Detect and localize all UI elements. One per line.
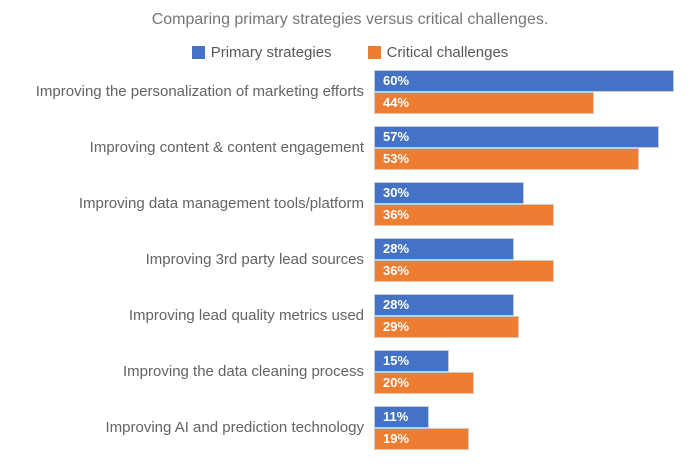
primary-strategies-value-label: 11% bbox=[383, 409, 409, 424]
primary-strategies-value-label: 28% bbox=[383, 297, 410, 312]
legend-label: Critical challenges bbox=[386, 43, 509, 61]
primary-strategies-value-label: 60% bbox=[383, 73, 410, 88]
legend-item-critical-challenges: Critical challenges bbox=[367, 43, 509, 61]
category-bars: 30% 36% bbox=[374, 182, 700, 226]
category-bars: 15% 20% bbox=[374, 350, 700, 394]
critical-challenges-value-label: 19% bbox=[383, 431, 410, 446]
category-label: Improving data management tools/platform bbox=[78, 195, 364, 212]
primary-strategies-value-label: 57% bbox=[383, 129, 410, 144]
category-row: Improving the data cleaning process 15% … bbox=[0, 350, 700, 394]
primary-strategies-bar: 57% bbox=[374, 126, 659, 148]
primary-strategies-value-label: 30% bbox=[383, 185, 410, 200]
critical-challenges-value-label: 29% bbox=[383, 319, 410, 334]
critical-challenges-value-label: 20% bbox=[383, 375, 410, 390]
category-label: Improving the personalization of marketi… bbox=[35, 83, 364, 100]
critical-challenges-bar: 53% bbox=[374, 148, 639, 170]
category-label: Improving 3rd party lead sources bbox=[145, 251, 364, 268]
critical-challenges-bar: 36% bbox=[374, 204, 554, 226]
critical-challenges-bar: 29% bbox=[374, 316, 519, 338]
critical-challenges-bar: 44% bbox=[374, 92, 594, 114]
category-row: Improving the personalization of marketi… bbox=[0, 70, 700, 114]
legend-swatch-orange bbox=[367, 45, 381, 59]
legend-swatch-blue bbox=[191, 45, 205, 59]
critical-challenges-bar: 36% bbox=[374, 260, 554, 282]
category-row: Improving content & content engagement 5… bbox=[0, 126, 700, 170]
primary-strategies-bar: 11% bbox=[374, 406, 429, 428]
legend-item-primary-strategies: Primary strategies bbox=[191, 43, 332, 61]
primary-strategies-bar: 15% bbox=[374, 350, 449, 372]
chart-plot-area: Improving the personalization of marketi… bbox=[0, 70, 700, 450]
critical-challenges-value-label: 36% bbox=[383, 263, 410, 278]
category-row: Improving data management tools/platform… bbox=[0, 182, 700, 226]
category-label: Improving content & content engagement bbox=[89, 139, 364, 156]
critical-challenges-value-label: 36% bbox=[383, 207, 410, 222]
category-label: Improving lead quality metrics used bbox=[128, 307, 364, 324]
primary-strategies-bar: 28% bbox=[374, 238, 514, 260]
chart-title: Comparing primary strategies versus crit… bbox=[151, 11, 549, 28]
category-label: Improving the data cleaning process bbox=[123, 363, 364, 380]
category-bars: 60% 44% bbox=[374, 70, 700, 114]
category-bars: 28% 36% bbox=[374, 238, 700, 282]
category-label: Improving AI and prediction technology bbox=[105, 419, 365, 436]
critical-challenges-value-label: 53% bbox=[383, 151, 410, 166]
critical-challenges-bar: 20% bbox=[374, 372, 474, 394]
category-bars: 28% 29% bbox=[374, 294, 700, 338]
category-row: Improving 3rd party lead sources 28% 36% bbox=[0, 238, 700, 282]
category-bars: 57% 53% bbox=[374, 126, 700, 170]
category-row: Improving lead quality metrics used 28% … bbox=[0, 294, 700, 338]
chart-legend: Primary strategies Critical challenges bbox=[0, 43, 700, 61]
critical-challenges-value-label: 44% bbox=[383, 95, 410, 110]
primary-strategies-bar: 30% bbox=[374, 182, 524, 204]
category-bars: 11% 19% bbox=[374, 406, 700, 450]
primary-strategies-value-label: 15% bbox=[383, 353, 410, 368]
primary-strategies-value-label: 28% bbox=[383, 241, 410, 256]
category-row: Improving AI and prediction technology 1… bbox=[0, 406, 700, 450]
primary-strategies-bar: 28% bbox=[374, 294, 514, 316]
primary-strategies-bar: 60% bbox=[374, 70, 674, 92]
critical-challenges-bar: 19% bbox=[374, 428, 469, 450]
legend-label: Primary strategies bbox=[210, 43, 332, 61]
